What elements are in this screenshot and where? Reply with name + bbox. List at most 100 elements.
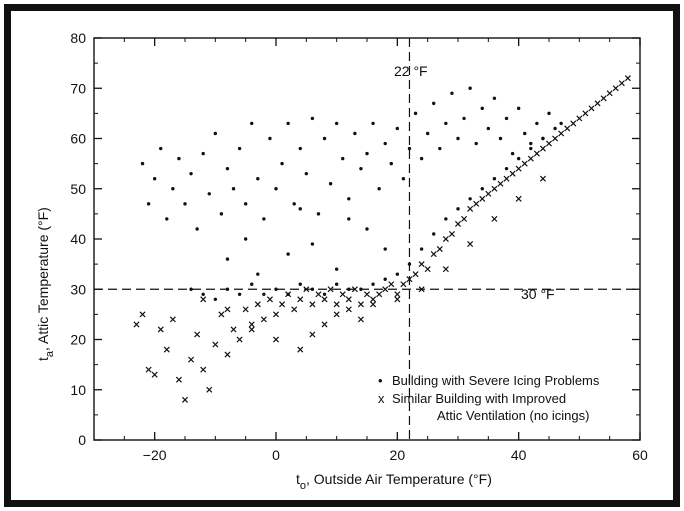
data-point-dot <box>553 126 557 131</box>
data-point-dot <box>280 161 284 166</box>
legend: • Building with Severe Icing Problems x … <box>378 373 600 423</box>
data-point-x <box>461 215 468 222</box>
data-point-x <box>224 351 231 358</box>
data-point-x <box>230 326 237 333</box>
data-point-x <box>394 296 401 303</box>
data-point-dot <box>547 111 551 116</box>
data-point-dot <box>504 116 509 121</box>
data-point-dot <box>225 257 230 261</box>
y-tick-label: 40 <box>70 231 86 247</box>
data-point-x <box>612 85 619 92</box>
data-point-dot <box>152 177 157 181</box>
x-axis-label: to, Outside Air Temperature (°F) <box>296 471 492 492</box>
data-point-dot <box>146 202 151 206</box>
data-point-x <box>242 306 249 313</box>
data-point-x <box>545 140 553 147</box>
data-point-x <box>254 301 261 308</box>
data-point-dot <box>419 156 424 161</box>
data-point-x <box>570 120 577 127</box>
data-point-x <box>412 271 419 278</box>
data-point-dot <box>237 292 242 296</box>
data-point-x <box>248 321 255 328</box>
data-point-x <box>345 296 352 303</box>
data-point-dot <box>262 217 266 221</box>
y-axis-label-subscript: a <box>44 350 56 357</box>
data-point-dot <box>322 136 327 141</box>
y-axis-label-rest: , Attic Temperature (°F) <box>35 207 51 351</box>
data-point-dot <box>268 136 272 141</box>
data-point-dot <box>171 187 175 191</box>
data-point-x <box>600 95 607 102</box>
y-axis-label: ta, Attic Temperature (°F) <box>35 207 56 361</box>
data-point-x <box>370 296 377 303</box>
data-point-dot <box>438 146 442 151</box>
data-point-dot <box>322 292 327 296</box>
data-point-dot <box>334 121 339 126</box>
data-point-x <box>388 281 395 288</box>
data-point-dot <box>365 151 369 156</box>
x-tick-label: 60 <box>632 447 648 463</box>
data-point-x <box>351 286 358 293</box>
y-axis-label-main: t <box>35 357 51 361</box>
data-point-x <box>333 311 340 318</box>
data-point-x <box>436 246 443 253</box>
data-point-x <box>321 296 328 303</box>
data-point-x <box>333 301 340 308</box>
data-point-dot <box>347 217 351 221</box>
data-point-dot <box>444 121 448 126</box>
data-point-dot <box>462 116 466 121</box>
data-point-x <box>473 200 480 207</box>
legend-label-ventilation-line1: Similar Building with Improved <box>392 391 566 406</box>
data-point-dot <box>347 287 351 291</box>
data-point-x <box>212 341 219 348</box>
data-point-dot <box>377 187 381 191</box>
data-point-dot <box>456 207 460 211</box>
data-point-dot <box>256 272 260 276</box>
data-point-x <box>442 235 449 243</box>
data-point-x <box>424 266 431 273</box>
data-point-dot <box>371 282 375 286</box>
data-point-dot <box>243 237 248 241</box>
data-point-dot <box>298 207 302 211</box>
data-point-dot <box>231 187 236 191</box>
data-point-x <box>448 230 455 237</box>
data-point-dot <box>395 272 400 276</box>
data-point-x <box>303 286 310 293</box>
data-point-x <box>309 331 316 338</box>
data-point-dot <box>189 171 193 176</box>
data-point-x <box>309 301 316 308</box>
data-point-dot <box>516 106 521 111</box>
y-tick-label: 10 <box>70 382 86 398</box>
data-point-x <box>272 336 280 343</box>
data-point-dot <box>353 131 357 136</box>
figure-frame: −20 0 20 40 60 0 10 20 30 40 50 60 70 80 22 °F 30 °F … <box>4 4 680 507</box>
data-point-x <box>382 286 389 293</box>
data-point-dot <box>444 217 448 221</box>
data-point-dot <box>292 202 296 206</box>
data-point-x <box>236 336 243 343</box>
data-point-dot <box>159 146 163 151</box>
data-point-x <box>624 75 631 82</box>
data-point-dot <box>250 121 254 126</box>
data-point-x <box>527 155 534 162</box>
data-point-x <box>491 215 498 222</box>
data-point-x <box>218 311 225 318</box>
data-point-dot <box>359 166 363 171</box>
data-point-x <box>321 321 328 328</box>
data-point-x <box>418 261 425 268</box>
data-point-dot <box>310 242 315 246</box>
data-point-dot <box>371 121 375 126</box>
data-point-x <box>467 241 474 248</box>
data-point-x <box>485 190 492 197</box>
data-point-dot <box>510 151 515 156</box>
data-points <box>133 75 631 403</box>
data-point-x <box>618 80 625 87</box>
data-point-x <box>558 130 565 137</box>
data-point-dot <box>334 267 339 271</box>
legend-label-ventilation-line2: Attic Ventilation (no icings) <box>437 408 589 423</box>
y-tick-label: 20 <box>70 332 86 348</box>
data-point-x <box>260 316 267 323</box>
data-point-x <box>400 281 407 288</box>
data-point-x <box>188 356 195 363</box>
data-point-dot <box>468 197 472 201</box>
